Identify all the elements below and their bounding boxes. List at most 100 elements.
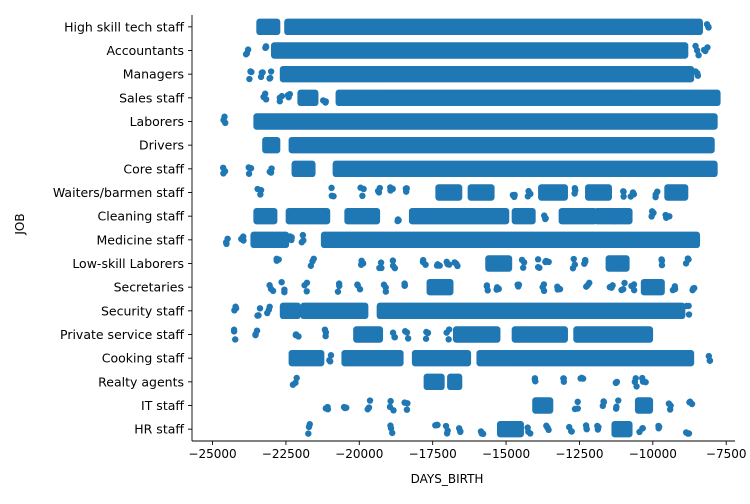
dense-point-band	[353, 326, 384, 343]
data-point	[402, 188, 410, 195]
dense-point-band	[605, 255, 630, 272]
y-tick-label: Low-skill Laborers	[72, 256, 184, 271]
data-point	[293, 374, 300, 382]
data-point	[511, 193, 518, 201]
data-point	[257, 191, 264, 198]
data-point	[443, 329, 450, 336]
data-point	[240, 237, 247, 244]
dense-point-band	[335, 89, 721, 107]
data-point	[359, 192, 366, 200]
dense-point-band	[511, 207, 536, 225]
data-point	[519, 264, 527, 271]
dense-point-band	[423, 373, 445, 391]
dense-point-band	[611, 420, 633, 438]
data-point	[443, 430, 451, 437]
data-point	[568, 428, 575, 435]
data-point	[620, 193, 627, 200]
data-point	[343, 404, 350, 411]
data-point	[262, 96, 270, 103]
y-tick-label: Private service staff	[60, 327, 184, 342]
data-point	[685, 302, 692, 310]
data-point	[663, 214, 670, 221]
data-point	[357, 261, 365, 268]
data-point	[692, 68, 699, 75]
x-tick-label: −7500	[706, 447, 747, 461]
data-point	[427, 211, 434, 219]
dense-point-band	[344, 207, 381, 225]
data-point	[334, 288, 342, 295]
data-point	[289, 381, 297, 388]
data-point	[403, 406, 411, 413]
data-point	[423, 328, 430, 336]
dense-point-band	[640, 278, 665, 296]
data-point	[560, 378, 568, 385]
data-point	[247, 165, 255, 172]
data-point	[245, 170, 253, 177]
data-point	[281, 286, 288, 293]
dense-point-band	[447, 373, 463, 391]
data-point	[611, 217, 618, 225]
data-point	[256, 305, 264, 312]
dense-point-band	[485, 255, 513, 272]
data-point	[365, 404, 373, 411]
data-point	[220, 170, 227, 177]
data-point	[246, 75, 253, 83]
dense-point-band	[511, 326, 568, 343]
dense-point-band	[585, 184, 612, 201]
dense-point-band	[253, 113, 718, 130]
data-point	[387, 184, 394, 191]
data-point	[518, 256, 526, 264]
data-point	[570, 255, 577, 263]
y-tick-label: Cleaning staff	[98, 209, 185, 224]
data-point	[422, 261, 429, 268]
data-point	[391, 264, 399, 272]
data-point	[453, 260, 460, 267]
dense-point-band	[558, 207, 598, 225]
data-point	[658, 261, 666, 269]
dense-point-band	[634, 397, 654, 414]
data-point	[594, 426, 602, 433]
y-tick-label: Security staff	[101, 303, 184, 318]
data-point	[305, 430, 312, 437]
data-point	[366, 397, 374, 404]
y-tick-label: Accountants	[107, 43, 184, 58]
data-point	[619, 285, 627, 293]
data-point	[531, 376, 539, 383]
data-point	[401, 282, 409, 289]
data-point	[583, 425, 590, 432]
x-axis-label: DAYS_BIRTH	[411, 472, 484, 486]
data-point	[628, 282, 635, 290]
dense-point-band	[476, 349, 695, 367]
data-point	[403, 329, 411, 336]
data-point	[286, 90, 294, 98]
data-point	[515, 283, 522, 290]
data-point	[652, 191, 659, 198]
data-point	[608, 284, 615, 291]
dense-point-band	[332, 160, 718, 178]
data-point	[432, 422, 439, 429]
dense-point-band	[284, 18, 703, 36]
data-point	[542, 258, 549, 266]
data-point	[224, 235, 231, 242]
data-point	[382, 288, 390, 295]
data-point	[266, 303, 273, 310]
data-point	[444, 260, 451, 268]
data-point	[706, 357, 714, 364]
data-point	[682, 429, 690, 436]
dense-point-band	[291, 160, 316, 178]
data-point	[276, 98, 284, 105]
x-tick-label: −10000	[629, 447, 677, 461]
data-point	[273, 255, 280, 263]
data-point	[324, 406, 332, 413]
data-point	[328, 192, 336, 200]
data-point	[667, 402, 674, 409]
data-point	[621, 279, 628, 287]
data-point	[612, 379, 620, 387]
dense-point-band	[408, 207, 510, 225]
dense-point-band	[288, 349, 325, 367]
data-point	[540, 281, 548, 288]
data-point	[690, 285, 697, 292]
data-point	[669, 286, 677, 294]
data-point	[377, 259, 385, 266]
data-point	[571, 261, 579, 268]
